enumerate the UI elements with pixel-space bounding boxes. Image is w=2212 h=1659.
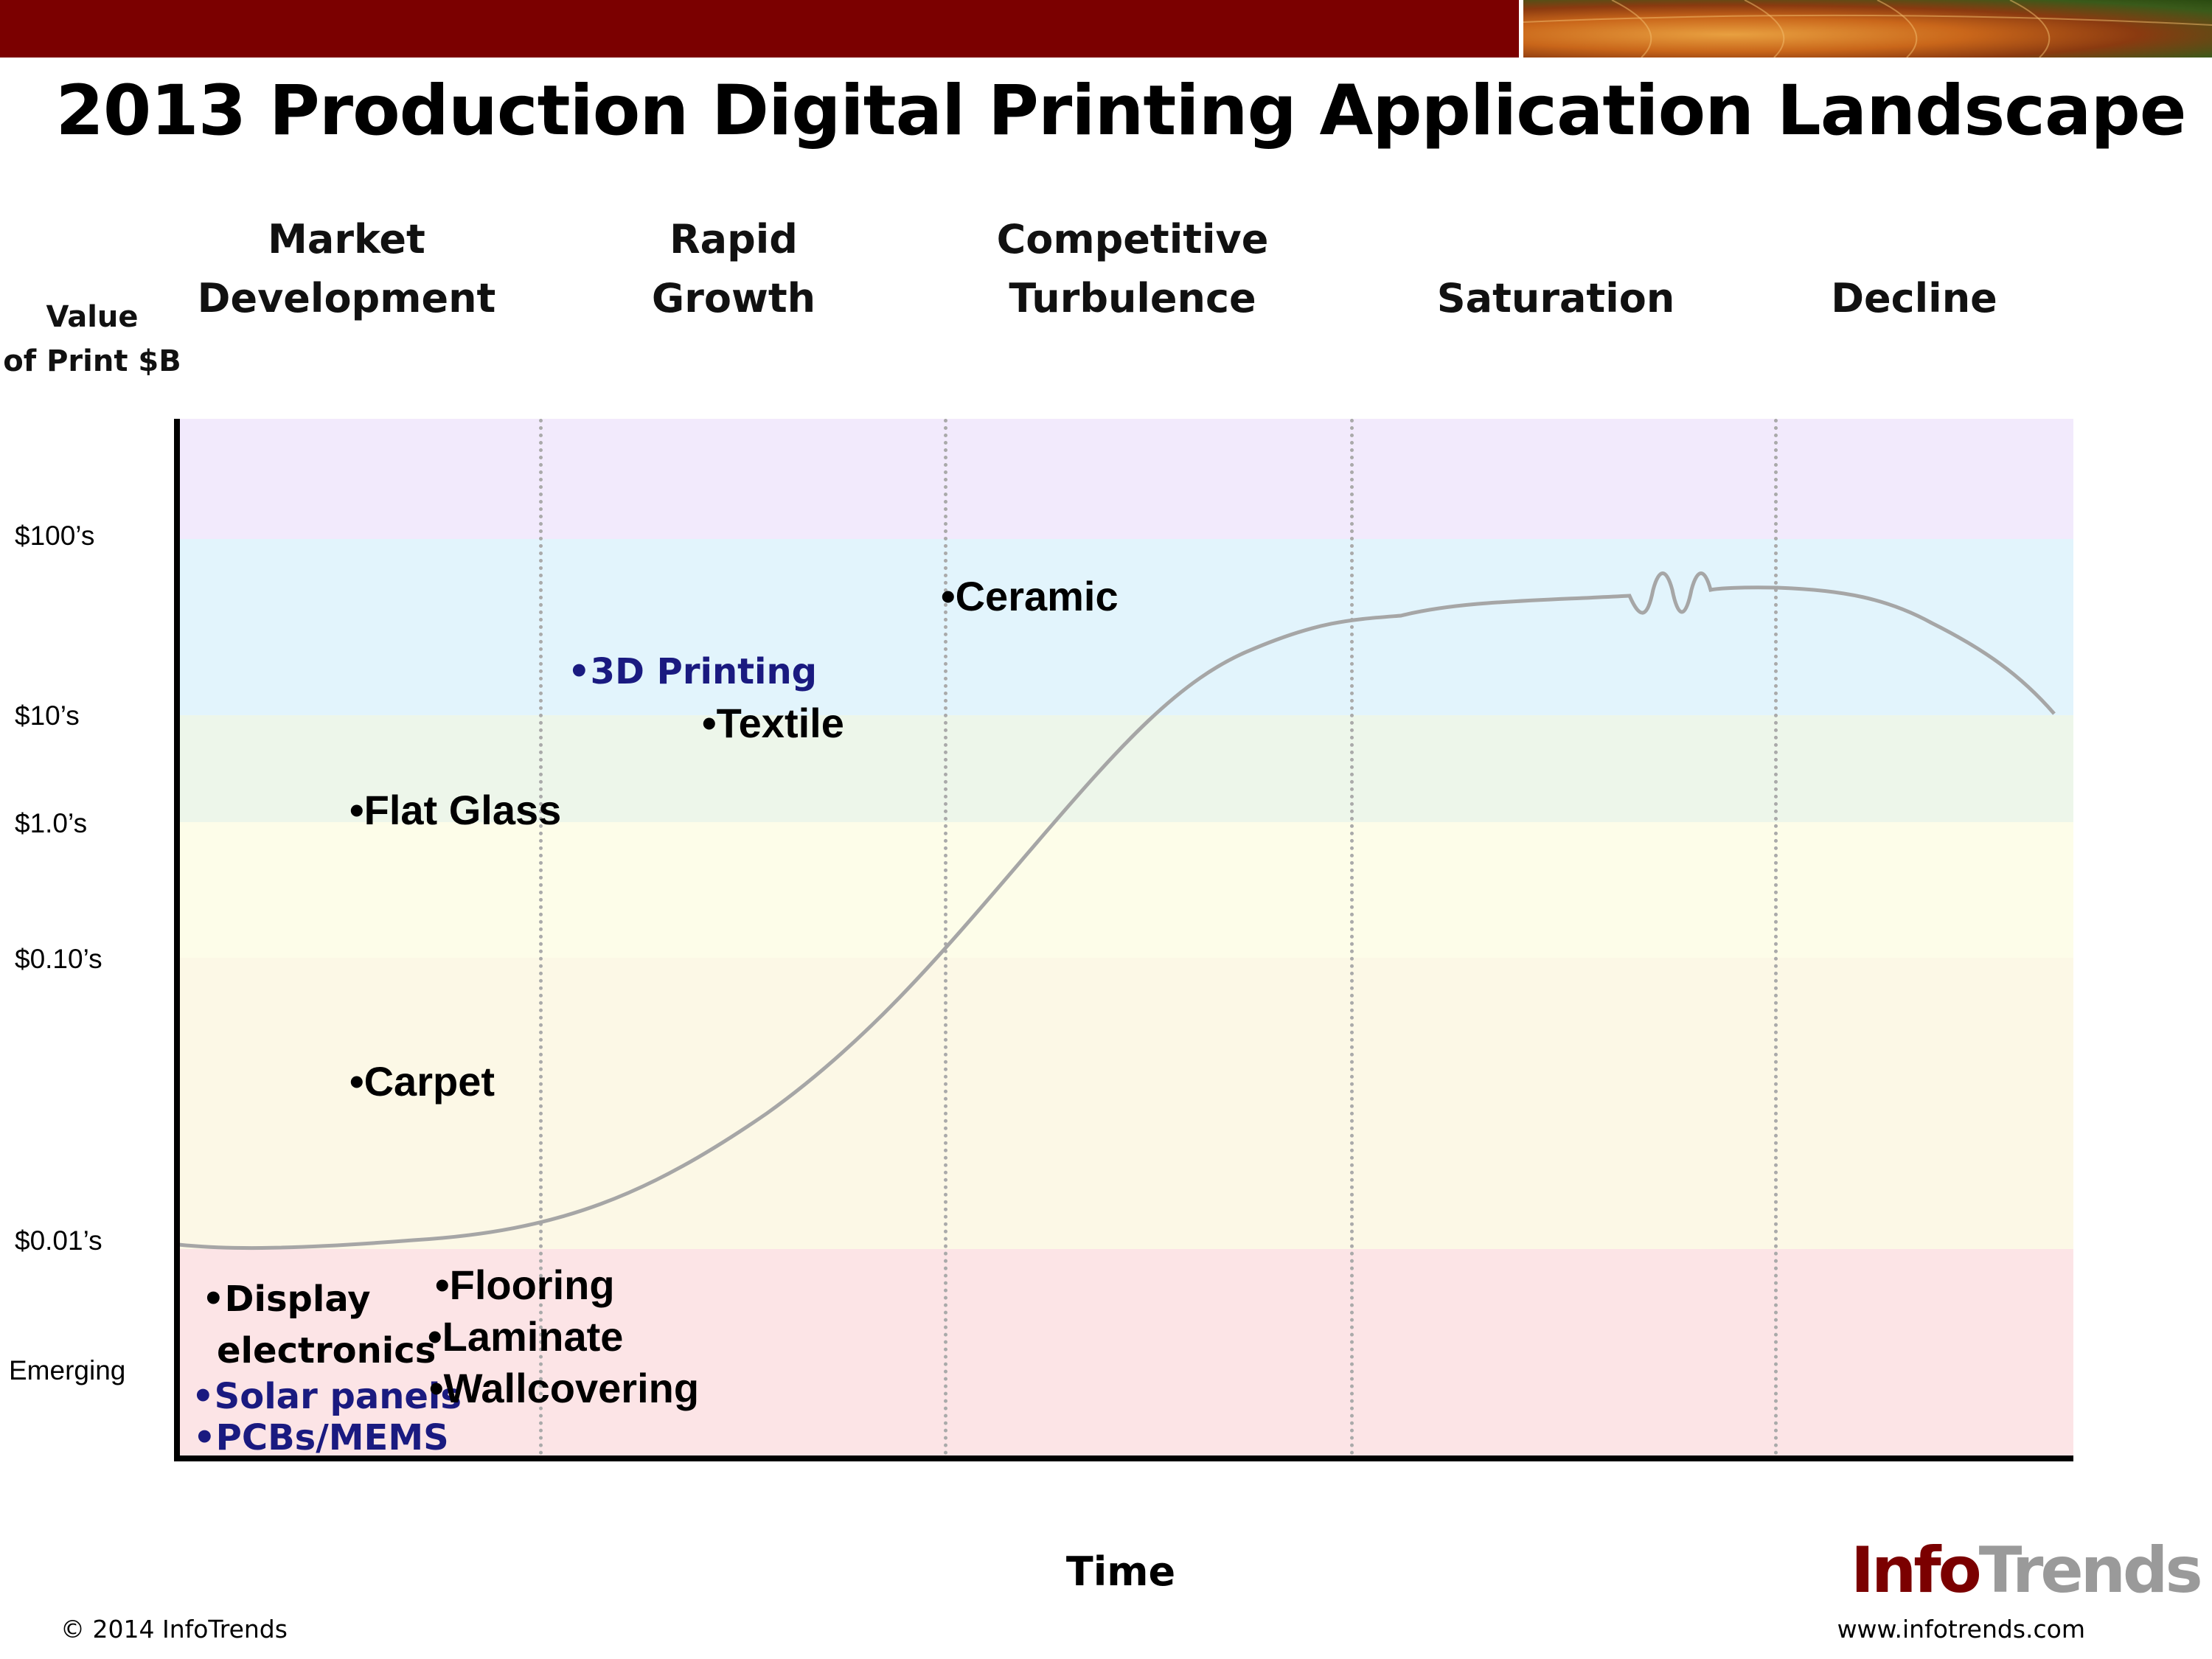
app-pcbs-mems: •PCBs/MEMS [193, 1417, 449, 1458]
app-solar-panels: •Solar panels [192, 1376, 462, 1417]
y-tick-tens: $10’s [15, 700, 80, 731]
logo-info-text: Info [1851, 1534, 1982, 1607]
app-display-electronics: electronics [217, 1330, 437, 1371]
phase-market-development: Market Development [197, 216, 496, 321]
app-3d-printing: •3D Printing [568, 651, 818, 692]
logo-trends-text: Trends [1978, 1534, 2203, 1607]
website-link[interactable]: www.infotrends.com [1837, 1615, 2085, 1644]
y-tick-tenths: $0.10’s [15, 944, 102, 974]
app-laminate: •Laminate [428, 1313, 624, 1360]
app-wallcovering: •Wallcovering [429, 1365, 700, 1411]
page-title: 2013 Production Digital Printing Applica… [55, 71, 2186, 151]
y-tick-hundredths: $0.01’s [15, 1225, 102, 1256]
band-tens [177, 539, 2073, 715]
y-tick-ones: $1.0’s [15, 808, 88, 838]
band-tenths [177, 822, 2073, 958]
y-axis-title: Value of Print $B [3, 300, 181, 378]
lifecycle-curve-line [178, 571, 2056, 1251]
band-hundreds [177, 419, 2073, 539]
phase-decline: Decline [1831, 275, 1997, 321]
x-axis-label: Time [1065, 1548, 1176, 1595]
y-axis-line [174, 419, 180, 1461]
y-tick-emerging: Emerging [9, 1355, 126, 1385]
band-hundredths [177, 958, 2073, 1249]
phase-rapid-growth: Rapid Growth [651, 216, 816, 321]
header-bar [0, 0, 1519, 58]
phase-divider-2 [944, 419, 947, 1455]
phase-divider-1 [539, 419, 543, 1455]
band-emerging [177, 1249, 2073, 1455]
phase-divider-4 [1774, 419, 1778, 1455]
phase-divider-3 [1350, 419, 1354, 1455]
y-tick-hundreds: $100’s [15, 521, 95, 551]
copyright-notice: © 2014 InfoTrends [60, 1615, 288, 1644]
app-ceramic: •Ceramic [941, 573, 1119, 619]
infotrends-logo: InfoTrends [1851, 1534, 2203, 1607]
app-flat-glass: •Flat Glass [349, 787, 562, 833]
globe-grid-lines [1523, 0, 2212, 58]
app-display: •Display [202, 1279, 371, 1320]
app-flooring: •Flooring [435, 1262, 615, 1308]
phase-saturation: Saturation [1436, 275, 1675, 321]
phase-competitive-turbulence: Competitive Turbulence [996, 216, 1269, 321]
app-carpet: •Carpet [349, 1058, 495, 1105]
header-globe-image [1523, 0, 2212, 58]
x-axis-line [174, 1455, 2073, 1461]
app-textile: •Textile [702, 700, 844, 746]
band-ones [177, 715, 2073, 822]
